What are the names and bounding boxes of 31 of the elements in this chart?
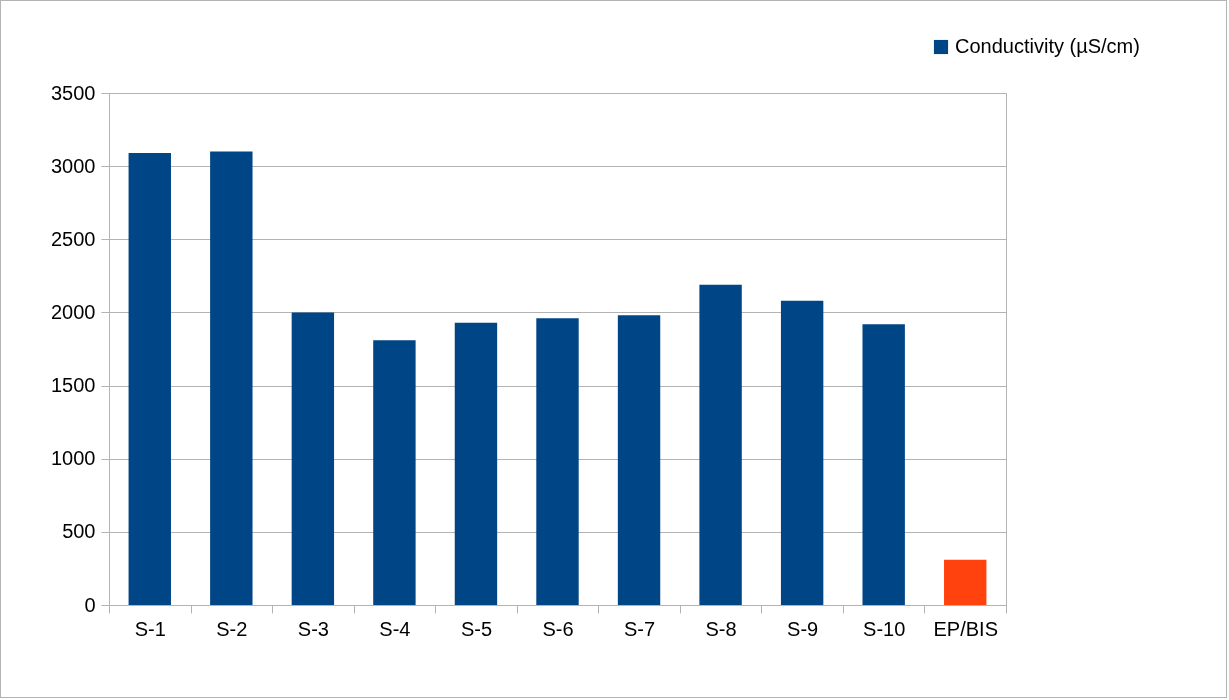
x-tick-label: EP/BIS <box>933 617 998 640</box>
bar <box>291 312 335 605</box>
bar <box>373 340 416 605</box>
bar <box>862 324 905 605</box>
bar <box>617 315 661 605</box>
x-tick-label: S-2 <box>216 617 248 640</box>
x-tick-label: S-1 <box>134 617 166 640</box>
x-tick-label: S-6 <box>542 617 574 640</box>
bar <box>699 284 742 605</box>
y-tick-label: 500 <box>62 520 96 543</box>
x-tick-label: S-9 <box>787 617 819 640</box>
y-tick-label: 2500 <box>51 227 96 250</box>
x-tick-label: S-5 <box>460 617 493 640</box>
x-tick-label: S-7 <box>623 617 656 640</box>
x-tick-label: S-4 <box>379 617 411 640</box>
bar <box>128 152 171 605</box>
bar <box>944 559 987 605</box>
y-tick-label: 3500 <box>51 81 96 104</box>
bar <box>210 151 253 605</box>
bar <box>780 300 824 605</box>
y-tick-label: 2000 <box>51 300 96 323</box>
legend-label: Conductivity (µS/cm) <box>955 35 1140 57</box>
x-tick-label: S-10 <box>863 617 906 640</box>
y-tick-label: 0 <box>84 593 96 616</box>
y-tick-label: 1000 <box>51 447 96 470</box>
y-tick-label: 1500 <box>51 374 96 397</box>
x-tick-label: S-8 <box>705 617 737 640</box>
x-tick-label: S-3 <box>297 617 329 640</box>
y-tick-label: 3000 <box>51 154 96 177</box>
bar <box>454 322 498 605</box>
bar <box>536 318 579 605</box>
